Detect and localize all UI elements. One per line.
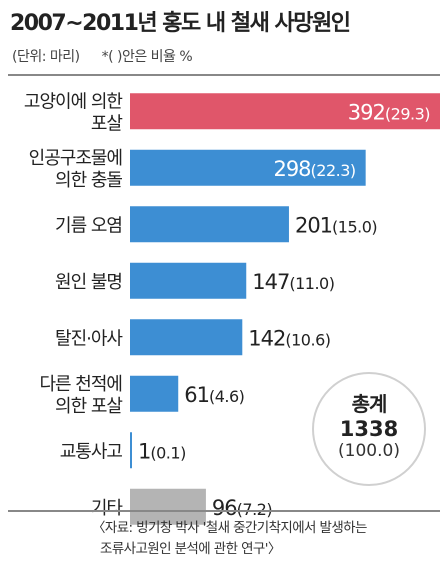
bar bbox=[130, 262, 247, 299]
value-label: 61(4.6) bbox=[184, 383, 244, 407]
total-circle: 총계 1338 (100.0) bbox=[312, 372, 426, 486]
total-label: 총계 bbox=[351, 392, 388, 416]
category-label: 탈진·아사 bbox=[55, 328, 123, 349]
category-label: 의한 충돌 bbox=[55, 170, 122, 191]
bar bbox=[130, 432, 132, 469]
bar bbox=[130, 206, 289, 243]
chart-title: 2007~2011년 홍도 내 철새 사망원인 bbox=[10, 11, 351, 36]
value-label: 392(29.3) bbox=[348, 100, 430, 124]
category-label: 고양이에 의한 bbox=[24, 91, 123, 112]
category-label: 인공구조물에 bbox=[29, 148, 122, 169]
bar bbox=[130, 488, 206, 525]
top-rule bbox=[8, 74, 440, 76]
units-label: (단위: 마리) bbox=[12, 49, 80, 65]
category-label: 다른 천적에 bbox=[39, 374, 122, 395]
value-label: 201(15.0) bbox=[295, 213, 377, 237]
category-label: 기름 오염 bbox=[55, 215, 122, 236]
value-label: 142(10.6) bbox=[248, 326, 330, 350]
value-label: 1(0.1) bbox=[138, 439, 186, 463]
total-value: 1338 bbox=[339, 417, 399, 441]
bar bbox=[130, 93, 440, 130]
category-label: 포살 bbox=[91, 113, 123, 134]
bar bbox=[130, 319, 243, 356]
category-label: 교통사고 bbox=[60, 441, 123, 462]
source-line-2: 조류사고원인 분석에 관한 연구'〉 bbox=[100, 541, 281, 557]
value-label: 96(7.2) bbox=[212, 496, 272, 520]
units-line: (단위: 마리) *( )안은 비율 % bbox=[12, 46, 193, 66]
value-label: 298(22.3) bbox=[273, 157, 355, 181]
category-label: 의한 포살 bbox=[55, 396, 122, 417]
source-note: 〈자료: 빙기창 박사 '철새 중간기착지에서 발생하는 조류사고원인 분석에 … bbox=[92, 518, 444, 560]
value-label: 147(11.0) bbox=[252, 270, 334, 294]
category-label: 기타 bbox=[91, 498, 124, 519]
bottom-rule bbox=[8, 510, 440, 512]
bar bbox=[130, 149, 366, 186]
bar bbox=[130, 375, 179, 412]
ratio-note: *( )안은 비율 % bbox=[101, 49, 193, 65]
category-label: 원인 불명 bbox=[55, 272, 122, 293]
total-pct: (100.0) bbox=[338, 441, 400, 461]
source-line-1: 〈자료: 빙기창 박사 '철새 중간기착지에서 발생하는 bbox=[92, 520, 367, 536]
